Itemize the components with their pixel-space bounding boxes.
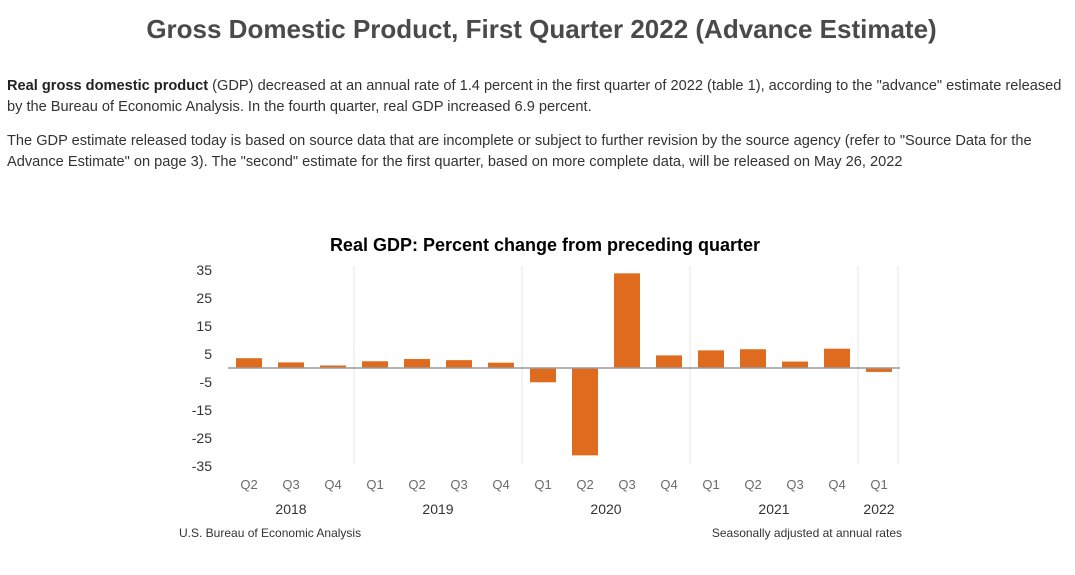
x-tick-label: Q4 <box>324 477 341 492</box>
year-label: 2019 <box>422 501 453 517</box>
y-tick-label: -5 <box>200 374 213 390</box>
bar <box>404 359 430 368</box>
bar <box>362 361 388 368</box>
x-tick-label: Q1 <box>702 477 719 492</box>
bar <box>656 355 682 368</box>
bar <box>278 362 304 368</box>
x-tick-label: Q1 <box>534 477 551 492</box>
y-tick-label: 15 <box>196 318 212 334</box>
x-tick-label: Q2 <box>240 477 257 492</box>
bar <box>824 348 850 368</box>
x-tick-label: Q4 <box>660 477 677 492</box>
year-label: 2018 <box>275 501 306 517</box>
bar <box>740 349 766 368</box>
source-data-paragraph: The GDP estimate released today is based… <box>7 133 1032 170</box>
bar <box>782 361 808 368</box>
x-tick-label: Q1 <box>870 477 887 492</box>
summary-paragraph: Real gross domestic product (GDP) decrea… <box>7 76 1073 118</box>
bar <box>236 358 262 368</box>
y-tick-label: 25 <box>196 290 212 306</box>
bar <box>572 368 598 456</box>
chart-note: Seasonally adjusted at annual rates <box>712 526 902 540</box>
chart-title: Real GDP: Percent change from preceding … <box>330 235 760 255</box>
x-tick-label: Q4 <box>492 477 509 492</box>
summary-text: (GDP) decreased at an annual rate of 1.4… <box>7 78 1062 115</box>
y-tick-label: -15 <box>192 402 212 418</box>
bar <box>446 360 472 368</box>
year-label: 2022 <box>863 501 894 517</box>
x-tick-label: Q3 <box>618 477 635 492</box>
x-tick-label: Q2 <box>576 477 593 492</box>
bar <box>320 365 346 368</box>
summary-bold-lead: Real gross domestic product <box>7 78 209 94</box>
y-tick-label: 35 <box>196 262 212 278</box>
x-tick-label: Q3 <box>450 477 467 492</box>
x-tick-label: Q1 <box>366 477 383 492</box>
bar <box>488 362 514 368</box>
page-title: Gross Domestic Product, First Quarter 20… <box>146 14 937 44</box>
bar <box>698 350 724 368</box>
bar <box>530 368 556 383</box>
y-tick-label: 5 <box>204 346 212 362</box>
y-tick-label: -35 <box>192 458 212 474</box>
gdp-bar-chart: Real GDP: Percent change from preceding … <box>179 235 902 540</box>
bar <box>866 368 892 372</box>
bar <box>614 273 640 368</box>
year-label: 2021 <box>758 501 789 517</box>
x-tick-label: Q3 <box>786 477 803 492</box>
y-tick-label: -25 <box>192 430 212 446</box>
x-tick-label: Q2 <box>408 477 425 492</box>
year-label: 2020 <box>590 501 621 517</box>
chart-source: U.S. Bureau of Economic Analysis <box>179 526 361 540</box>
x-tick-label: Q4 <box>828 477 845 492</box>
x-tick-label: Q3 <box>282 477 299 492</box>
x-tick-label: Q2 <box>744 477 761 492</box>
